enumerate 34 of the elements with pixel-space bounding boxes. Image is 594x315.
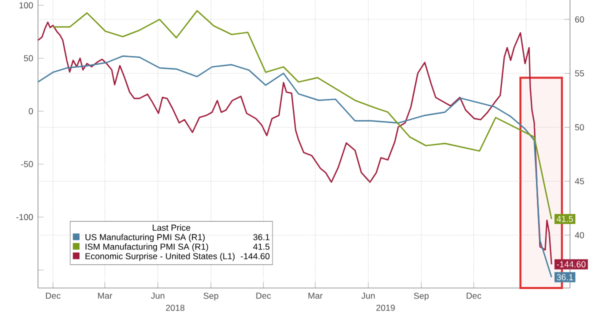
text: -144.60 <box>240 253 270 260</box>
data-label: -144.60 <box>556 261 586 268</box>
y-tick-label: -100 <box>16 214 33 220</box>
y-tick-label: 0 <box>28 108 33 114</box>
text: 2018 <box>166 304 184 311</box>
y-tick-label: 50 <box>24 55 33 62</box>
x-tick-label: Jun <box>151 292 164 299</box>
y2-tick-label: 40 <box>574 232 584 238</box>
line-series <box>37 22 552 265</box>
y2-tick-label: 50 <box>575 124 584 130</box>
x-tick-label: Dec <box>466 292 482 299</box>
data-label: 41.5 <box>556 216 573 222</box>
line-series <box>37 55 552 278</box>
text: 41.5 <box>253 244 270 250</box>
x-tick-label: Sep <box>414 292 429 301</box>
x-tick-label: Mar <box>98 292 112 299</box>
x-tick-label: Mar <box>308 292 323 299</box>
data-label: 36.1 <box>556 274 573 280</box>
x-tick-label: Dec <box>256 292 271 299</box>
text: 2019 <box>376 304 395 311</box>
line-series <box>52 10 552 220</box>
y2-tick-label: 60 <box>575 16 584 22</box>
legend-title: Last Price <box>152 224 190 231</box>
legend-label: ISM Manufacturing PMI SA (R1) <box>86 243 208 252</box>
x-tick-label: Sep <box>204 292 218 301</box>
text: 36.1 <box>253 234 270 240</box>
y2-tick-label: 45 <box>574 178 584 184</box>
legend-label: Economic Surprise - United States (L1) <box>86 252 235 261</box>
y2-tick-label: 55 <box>575 70 584 76</box>
y-tick-label: 100 <box>20 2 33 8</box>
x-tick-label: Jun <box>361 292 375 299</box>
x-tick-label: Dec <box>46 292 60 299</box>
legend-label: US Manufacturing PMI SA (R1) <box>86 234 205 242</box>
y-tick-label: -50 <box>21 161 33 168</box>
